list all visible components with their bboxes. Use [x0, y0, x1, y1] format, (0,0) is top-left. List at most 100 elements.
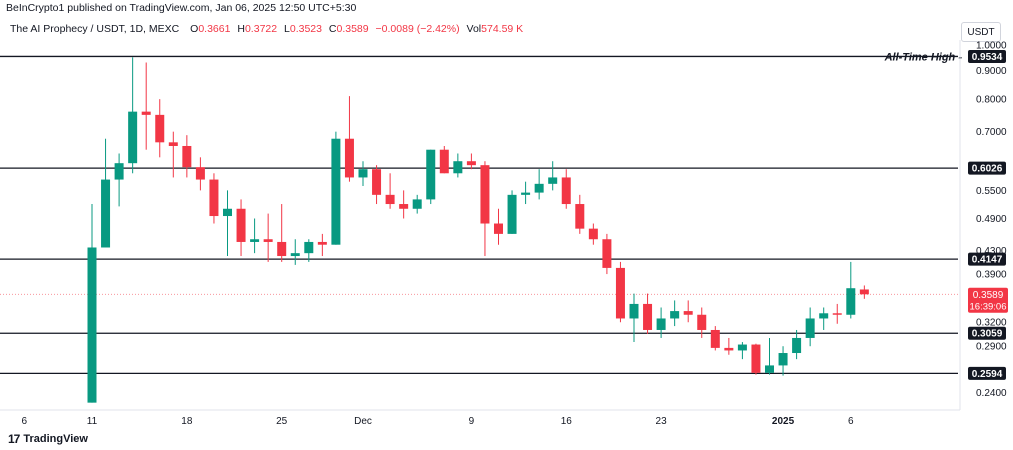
candle-body: [575, 204, 585, 229]
candle-body: [317, 241, 327, 245]
tradingview-brand: TradingView: [23, 433, 88, 445]
x-tick-label: 6: [848, 416, 854, 427]
candle-body: [453, 161, 463, 174]
open-value: 0.3661: [198, 23, 231, 35]
candle-body: [331, 138, 341, 245]
x-tick-label: 23: [656, 416, 668, 427]
low-value: 0.3523: [289, 23, 322, 35]
last-price-tag: [968, 287, 1008, 313]
candle-body: [439, 149, 449, 174]
level-price-label: 0.4147: [972, 255, 1003, 266]
candle-body: [792, 337, 802, 354]
candle-body: [751, 344, 761, 373]
candle-body: [426, 149, 436, 200]
candle-body: [290, 253, 300, 257]
level-price-label: 0.9534: [972, 52, 1003, 63]
symbol-label[interactable]: The AI Prophecy / USDT, 1D, MEXC: [10, 23, 180, 35]
candle-body: [101, 179, 111, 248]
y-tick-label: 0.8000: [976, 95, 1007, 106]
candle-body: [344, 138, 354, 178]
level-price-label: 0.3059: [972, 329, 1003, 340]
candle-body: [155, 114, 165, 143]
candle-body: [697, 314, 707, 330]
candle-body: [168, 142, 178, 146]
candle-body: [236, 208, 246, 242]
candle-body: [548, 177, 558, 184]
y-tick-label: 0.3200: [976, 318, 1007, 329]
candle-body: [521, 192, 531, 195]
last-price-label: 0.3589: [973, 290, 1004, 301]
level-price-tag: [968, 161, 1006, 175]
candle-body: [710, 329, 720, 348]
high-value: 0.3722: [244, 23, 278, 35]
candle-body: [494, 223, 503, 234]
y-tick-label: 0.2900: [976, 342, 1007, 353]
candle-body: [182, 145, 192, 168]
candle-body: [250, 239, 260, 242]
x-tick-label: 2025: [772, 416, 795, 427]
tradingview-logo[interactable]: 17 TradingView: [8, 432, 88, 446]
candle-body: [656, 318, 666, 330]
change-value: −0.0089 (−2.42%): [375, 23, 460, 35]
candle-body: [670, 311, 680, 319]
y-tick-label: 0.9000: [976, 66, 1007, 77]
candle-body: [629, 303, 639, 319]
y-tick-label: 0.3900: [976, 270, 1007, 281]
y-tick-label: 0.5500: [976, 186, 1007, 197]
x-tick-label: 6: [21, 416, 27, 427]
candle-body: [412, 199, 422, 209]
candle-body: [372, 169, 382, 195]
y-tick-label: 0.4300: [976, 246, 1007, 257]
x-tick-label: 25: [276, 416, 288, 427]
time-axis[interactable]: 6 11 18 25 Dec 9 16 23 2025 6: [0, 409, 960, 427]
candle-body: [399, 204, 409, 209]
candle-body: [507, 194, 517, 234]
candle-body: [805, 318, 815, 338]
level-price-tag: [968, 366, 1006, 380]
candle-body: [819, 313, 829, 319]
level-lines: All-Time High -: [0, 51, 962, 375]
x-tick-label: 16: [561, 416, 573, 427]
publisher-line: BeInCrypto1 published on TradingView.com…: [6, 2, 357, 14]
candle-body: [778, 353, 788, 366]
open-key: O: [190, 23, 199, 35]
candle-body: [724, 347, 734, 351]
candle-body: [141, 111, 151, 115]
x-tick-label: 9: [469, 416, 475, 427]
candle-body: [561, 177, 571, 205]
candle-body: [832, 313, 842, 315]
candle-body: [765, 365, 774, 373]
candle-body: [358, 169, 368, 178]
x-tick-label: Dec: [354, 416, 372, 427]
candle-body: [466, 161, 476, 166]
price-axis[interactable]: 1.0000 0.9000 0.8000 0.7000 0.5500 0.4900 0.43…: [959, 40, 1008, 410]
candle-body: [209, 179, 219, 217]
volume-value: 574.59 K: [481, 23, 524, 35]
y-tick-label: 0.4900: [976, 214, 1007, 225]
candle-body: [263, 239, 273, 242]
candles-layer: [87, 57, 869, 403]
candle-body: [223, 208, 232, 217]
candle-body: [87, 247, 97, 403]
level-price-label: 0.6026: [972, 164, 1003, 175]
level-price-tag: [968, 49, 1006, 63]
high-key: H: [237, 23, 245, 35]
candle-body: [534, 183, 544, 193]
close-key: C: [328, 23, 337, 35]
close-value: 0.3589: [336, 23, 369, 35]
candle-body: [615, 267, 625, 319]
candle-body: [602, 239, 612, 268]
y-tick-label: 0.7000: [976, 127, 1007, 138]
currency-selector[interactable]: USDT: [961, 22, 1001, 42]
candle-body: [737, 344, 747, 351]
y-tick-label: 1.0000: [976, 40, 1007, 51]
x-tick-label: 11: [87, 416, 98, 427]
candle-body: [277, 241, 287, 257]
candle-body: [859, 289, 869, 295]
volume-key: Vol: [466, 23, 482, 35]
candle-body: [128, 111, 138, 164]
candle-body: [480, 165, 490, 224]
countdown-label: 16:39:06: [970, 301, 1007, 312]
candle-body: [114, 163, 124, 180]
